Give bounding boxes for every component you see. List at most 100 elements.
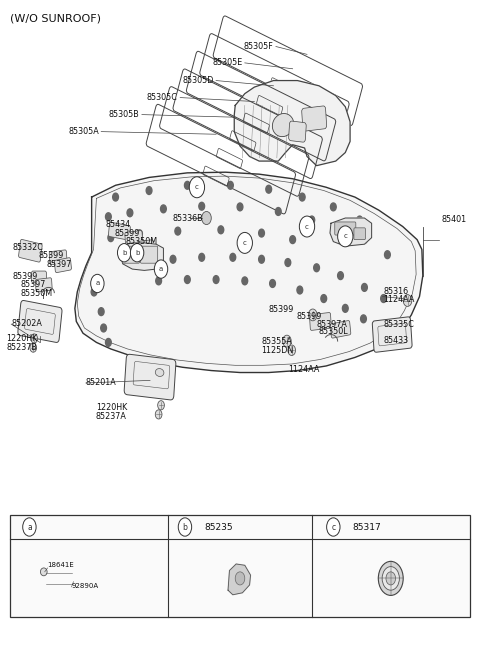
Text: 85316: 85316 [384, 287, 408, 297]
Circle shape [218, 226, 224, 234]
Text: 85305E: 85305E [212, 58, 242, 68]
Text: 85305C: 85305C [147, 93, 178, 102]
Circle shape [101, 324, 107, 332]
Circle shape [270, 279, 276, 287]
Circle shape [91, 288, 97, 296]
Circle shape [276, 207, 281, 215]
Text: 85399: 85399 [297, 312, 322, 321]
Circle shape [156, 277, 161, 285]
Text: c: c [331, 522, 336, 531]
Text: 1220HK: 1220HK [96, 403, 128, 413]
Text: 1124AA: 1124AA [288, 365, 319, 374]
FancyBboxPatch shape [310, 312, 331, 331]
Text: 85355A: 85355A [262, 337, 292, 346]
Circle shape [377, 325, 383, 333]
Circle shape [189, 176, 204, 197]
Circle shape [300, 193, 305, 201]
Text: 85399: 85399 [269, 304, 294, 314]
Text: 85397A: 85397A [317, 319, 348, 329]
Circle shape [314, 264, 320, 272]
Circle shape [259, 229, 264, 237]
Circle shape [106, 213, 111, 220]
Circle shape [213, 276, 219, 283]
Circle shape [288, 345, 296, 356]
Text: 92890A: 92890A [72, 583, 99, 589]
Ellipse shape [40, 568, 47, 576]
Circle shape [170, 255, 176, 263]
Circle shape [146, 186, 152, 194]
Circle shape [31, 334, 37, 343]
Circle shape [403, 295, 412, 306]
Text: 85350M: 85350M [21, 289, 53, 298]
Circle shape [156, 410, 162, 419]
Circle shape [237, 232, 252, 253]
Text: 85332C: 85332C [12, 243, 44, 252]
Circle shape [131, 243, 144, 262]
Circle shape [127, 209, 133, 216]
Text: b: b [182, 522, 187, 531]
Text: a: a [159, 266, 163, 272]
FancyBboxPatch shape [125, 231, 143, 245]
Text: 85434: 85434 [105, 220, 130, 229]
Text: b: b [135, 250, 139, 256]
Text: c: c [305, 224, 309, 230]
Text: 85433: 85433 [384, 336, 408, 345]
FancyBboxPatch shape [330, 321, 351, 338]
Text: 85202A: 85202A [11, 319, 42, 328]
Circle shape [342, 304, 348, 312]
FancyBboxPatch shape [372, 317, 412, 352]
Circle shape [290, 236, 296, 243]
Circle shape [175, 227, 180, 235]
Text: 85401: 85401 [441, 215, 466, 224]
Circle shape [361, 236, 367, 243]
Circle shape [137, 230, 143, 237]
Circle shape [285, 258, 291, 266]
Circle shape [230, 253, 236, 261]
Polygon shape [75, 173, 423, 373]
Circle shape [155, 260, 168, 278]
Text: 18641E: 18641E [48, 562, 74, 567]
FancyBboxPatch shape [41, 565, 75, 594]
Polygon shape [228, 564, 251, 595]
Circle shape [283, 335, 291, 347]
Circle shape [113, 193, 119, 201]
Circle shape [337, 224, 343, 232]
Circle shape [235, 572, 245, 585]
Text: a: a [95, 281, 99, 287]
Circle shape [297, 286, 303, 294]
Text: c: c [195, 184, 199, 190]
Circle shape [184, 276, 190, 283]
Circle shape [23, 518, 36, 536]
FancyBboxPatch shape [124, 354, 176, 400]
Circle shape [160, 205, 166, 213]
Text: a: a [27, 522, 32, 531]
Text: 85235: 85235 [204, 522, 233, 531]
Text: 1125DN: 1125DN [262, 346, 294, 355]
Text: 85317: 85317 [352, 522, 381, 531]
Circle shape [30, 343, 36, 352]
Circle shape [337, 272, 343, 279]
FancyBboxPatch shape [354, 228, 365, 239]
FancyBboxPatch shape [335, 222, 356, 235]
Text: 85336B: 85336B [172, 213, 203, 222]
Text: 85399: 85399 [115, 228, 140, 237]
Circle shape [330, 203, 336, 211]
FancyBboxPatch shape [302, 106, 327, 131]
Circle shape [309, 216, 315, 224]
FancyBboxPatch shape [122, 246, 140, 263]
Circle shape [199, 253, 204, 261]
Circle shape [381, 295, 386, 302]
Circle shape [300, 216, 315, 237]
Text: 85397: 85397 [21, 280, 46, 289]
Circle shape [242, 277, 248, 285]
FancyBboxPatch shape [288, 121, 306, 142]
FancyBboxPatch shape [137, 240, 154, 254]
Circle shape [382, 567, 399, 590]
Text: 85237B: 85237B [6, 343, 37, 352]
Polygon shape [330, 218, 372, 246]
FancyBboxPatch shape [141, 246, 157, 263]
Text: 85335C: 85335C [384, 319, 414, 329]
Circle shape [118, 243, 131, 262]
Circle shape [106, 338, 111, 346]
FancyBboxPatch shape [36, 277, 52, 292]
